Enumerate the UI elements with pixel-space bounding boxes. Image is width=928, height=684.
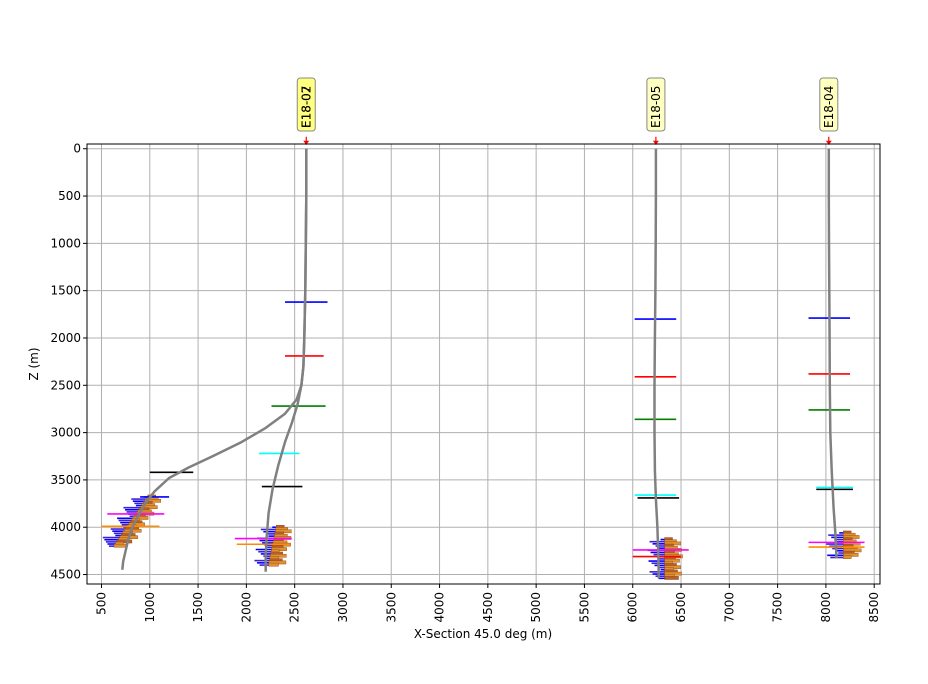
formation-tops [101, 301, 865, 558]
y-tick-label: 1000 [50, 236, 81, 250]
well-trajectory [653, 148, 661, 579]
plot-frame [86, 143, 881, 585]
y-tick-label: 3000 [50, 426, 81, 440]
log-bar [268, 562, 279, 567]
x-tick-label: 7500 [771, 592, 785, 623]
y-tick-label: 4500 [50, 568, 81, 582]
x-tick-label: 4000 [433, 592, 447, 623]
x-tick-label: 6500 [674, 592, 688, 623]
grid [87, 144, 880, 584]
x-tick-label: 3000 [336, 592, 350, 623]
well-logs [102, 494, 862, 580]
y-tick-label: 2500 [50, 378, 81, 392]
well-label-box [646, 77, 666, 132]
x-tick-label: 500 [94, 592, 108, 615]
x-tick-label: 3500 [384, 592, 398, 623]
well-arrow-head [303, 140, 310, 145]
x-tick-label: 2000 [239, 592, 253, 623]
well-label: E18-05 [649, 86, 663, 128]
x-tick-label: 8500 [867, 592, 881, 623]
y-tick-label: 0 [73, 142, 81, 156]
x-tick-label: 2500 [288, 592, 302, 623]
x-tick-label: 4500 [481, 592, 495, 623]
x-tick-label: 8000 [819, 592, 833, 623]
y-tick-label: 4000 [50, 520, 81, 534]
y-tick-label: 3500 [50, 473, 81, 487]
well-trajectories [121, 148, 838, 579]
well-trajectory [264, 148, 308, 572]
y-tick-label: 2000 [50, 331, 81, 345]
log-bar [843, 555, 852, 559]
well-arrow-head [825, 140, 832, 145]
x-tick-label: 5000 [529, 592, 543, 623]
well-label: E18-07 [299, 86, 313, 128]
y-axis-ticks: 0 500 1000 1500 2000 2500 3000 3500 4000 4500 [50, 142, 87, 582]
well-label: E18-04 [822, 86, 836, 128]
y-tick-label: 500 [58, 189, 81, 203]
x-tick-label: 1000 [143, 592, 157, 623]
x-tick-label: 5500 [577, 592, 591, 623]
x-tick-label: 1500 [191, 592, 205, 623]
x-axis-label: X-Section 45.0 deg (m) [414, 627, 552, 641]
y-axis-label: Z (m) [27, 347, 41, 380]
y-tick-label: 1500 [50, 284, 81, 298]
well-label-box [296, 77, 316, 132]
x-tick-label: 6000 [626, 592, 640, 623]
x-tick-label: 7000 [722, 592, 736, 623]
x-axis-ticks: 500 1000 1500 2000 2500 3000 3500 4000 4500 5000 5… [94, 584, 881, 623]
well-label-box [819, 77, 839, 132]
log-bar [664, 576, 679, 580]
well-trajectory [827, 148, 838, 559]
well-arrow-head [652, 140, 659, 145]
well-label: E18-02 [299, 86, 313, 128]
log-bar [113, 543, 127, 548]
